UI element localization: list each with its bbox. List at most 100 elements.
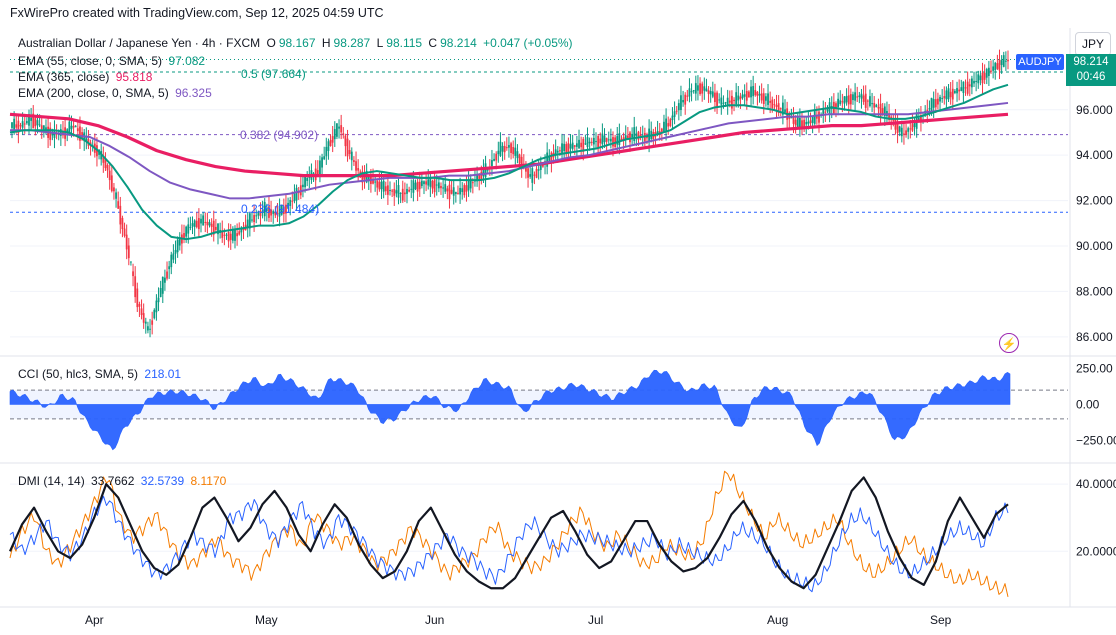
price-candle-body bbox=[236, 233, 239, 237]
price-candle-body bbox=[985, 69, 988, 78]
ema200-line bbox=[10, 101, 1009, 200]
price-candle-body bbox=[268, 206, 270, 218]
price-candle-body bbox=[149, 328, 151, 330]
price-candle-body bbox=[214, 226, 217, 230]
price-candle-body bbox=[571, 142, 574, 149]
price-candle-body bbox=[733, 99, 735, 102]
cci-value: 218.01 bbox=[144, 367, 182, 381]
cci-histogram bbox=[9, 369, 1011, 451]
price-candle-body bbox=[210, 223, 213, 227]
price-candle-body bbox=[384, 186, 387, 192]
price-candle-body bbox=[108, 170, 111, 181]
price-candle-body bbox=[295, 187, 298, 201]
ema55-legend[interactable]: EMA (55, close, 0, SMA, 5) 97.082 bbox=[18, 54, 208, 68]
price-candle-body bbox=[410, 188, 413, 190]
price-candle-body bbox=[888, 113, 890, 120]
price-candle-body bbox=[578, 139, 580, 149]
price-candle-body bbox=[684, 94, 687, 105]
price-candle-body bbox=[212, 220, 215, 235]
price-candle-body bbox=[285, 204, 287, 214]
price-candle-body bbox=[945, 90, 948, 100]
ema365-label: EMA (365, close) bbox=[18, 70, 110, 84]
price-candle-body bbox=[954, 90, 956, 93]
price-candle-body bbox=[113, 187, 115, 192]
price-candle-body bbox=[898, 126, 901, 132]
price-candle-body bbox=[856, 96, 859, 98]
price-candle-body bbox=[835, 103, 837, 108]
price-candle-body bbox=[102, 156, 105, 163]
price-candle-body bbox=[743, 94, 746, 97]
ema365-legend[interactable]: EMA (365, close) 95.818 bbox=[18, 70, 155, 84]
price-candle-body bbox=[612, 137, 614, 147]
price-candle-body bbox=[257, 213, 260, 216]
price-candle-body bbox=[346, 138, 349, 157]
price-candle-body bbox=[575, 143, 578, 147]
price-candle-body bbox=[905, 130, 907, 135]
price-candle-body bbox=[480, 171, 483, 181]
price-candle-body bbox=[64, 127, 66, 139]
price-candle-body bbox=[265, 208, 268, 212]
price-candle-body bbox=[397, 185, 400, 198]
price-candle-body bbox=[183, 233, 185, 239]
price-candle-body bbox=[34, 118, 37, 127]
price-candle-body bbox=[790, 117, 793, 119]
price-candle-body bbox=[38, 124, 41, 126]
price-candle-body bbox=[440, 185, 442, 189]
price-candle-body bbox=[429, 178, 432, 187]
price-candle-body bbox=[847, 95, 850, 105]
price-candle-body bbox=[412, 180, 415, 193]
price-candle-body bbox=[319, 160, 321, 175]
price-candle-body bbox=[854, 92, 856, 101]
price-candle-body bbox=[280, 205, 283, 215]
price-candle-body bbox=[595, 141, 597, 143]
price-candle-body bbox=[274, 212, 277, 216]
price-candle-body bbox=[363, 175, 366, 180]
price-candle-body bbox=[106, 164, 109, 171]
price-candle-body bbox=[514, 147, 517, 156]
price-candle-body bbox=[709, 90, 712, 95]
price-candle-body bbox=[620, 138, 623, 141]
price-candle-body bbox=[367, 174, 370, 182]
high-value: 98.287 bbox=[333, 36, 371, 50]
price-candle-body bbox=[36, 120, 39, 126]
price-candle-body bbox=[660, 128, 663, 132]
price-candle-body bbox=[624, 135, 627, 140]
ema365-line bbox=[9, 112, 1009, 178]
price-candle-body bbox=[864, 93, 867, 108]
price-candle-body bbox=[457, 192, 459, 194]
price-candle-body bbox=[869, 96, 871, 107]
price-candle-body bbox=[871, 103, 873, 105]
ema200-legend[interactable]: EMA (200, close, 0, SMA, 5) 96.325 bbox=[18, 86, 215, 100]
price-candle-body bbox=[197, 218, 200, 230]
price-candle-body bbox=[372, 178, 374, 184]
currency-button[interactable]: JPY bbox=[1075, 32, 1111, 56]
price-candle-body bbox=[23, 123, 26, 125]
price-candle-body bbox=[234, 229, 236, 241]
price-candle-body bbox=[750, 86, 752, 98]
price-candle-body bbox=[168, 266, 171, 270]
price-candle-body bbox=[420, 180, 423, 186]
price-candle-body bbox=[907, 128, 910, 132]
fib-0-382-label: 0.382 (94.902) bbox=[240, 128, 319, 142]
price-candle-body bbox=[121, 217, 124, 230]
price-candle-body bbox=[28, 114, 30, 126]
dmi-legend[interactable]: DMI (14, 14) 33.7662 32.5739 8.1170 bbox=[18, 474, 229, 488]
price-candle-body bbox=[195, 220, 198, 228]
price-candle-body bbox=[30, 117, 33, 121]
dmi-minus-di-line bbox=[9, 470, 1009, 598]
price-candle-body bbox=[609, 138, 612, 142]
price-candle-body bbox=[72, 125, 75, 128]
price-candle-body bbox=[539, 164, 542, 170]
price-candle-body bbox=[629, 132, 631, 143]
cci-legend[interactable]: CCI (50, hlc3, SMA, 5) 218.01 bbox=[18, 367, 184, 381]
price-candle-body bbox=[427, 179, 430, 186]
price-candle-body bbox=[408, 189, 411, 192]
price-candle-body bbox=[401, 188, 404, 201]
price-candle-body bbox=[355, 161, 357, 171]
price-candle-body bbox=[758, 93, 761, 96]
price-candle-body bbox=[722, 102, 725, 104]
lightning-alert-icon[interactable]: ⚡ bbox=[999, 333, 1019, 353]
price-candle-body bbox=[348, 150, 351, 155]
price-candle-body bbox=[987, 67, 990, 76]
